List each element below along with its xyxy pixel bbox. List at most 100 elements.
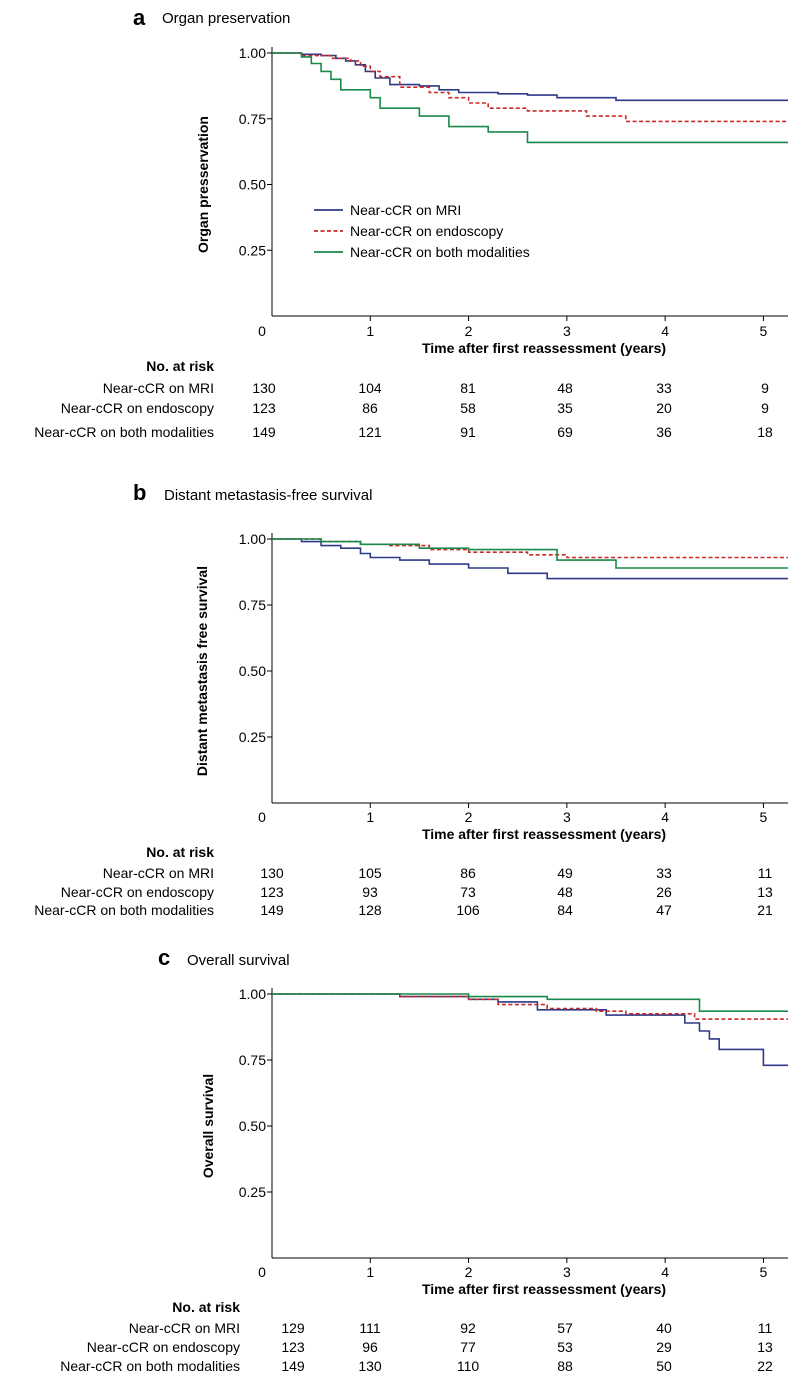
- risk-value: 111: [359, 1320, 380, 1336]
- km-curve-near-ccr-on-both-modalities: [272, 53, 788, 142]
- risk-row-label: Near-cCR on MRI: [103, 865, 214, 881]
- risk-row-label: Near-cCR on both modalities: [34, 424, 214, 440]
- x-tick-label: 2: [465, 809, 473, 825]
- y-axis-title: Organ presservation: [195, 116, 211, 253]
- risk-value: 18: [757, 424, 773, 440]
- y-tick-label: 0.75: [239, 111, 266, 127]
- risk-value: 149: [252, 424, 276, 440]
- risk-value: 49: [557, 865, 573, 881]
- risk-row-label: Near-cCR on endoscopy: [87, 1339, 240, 1355]
- x-tick-label: 3: [563, 809, 571, 825]
- y-tick-label: 0.75: [239, 597, 266, 613]
- risk-value: 33: [656, 380, 672, 396]
- risk-value: 149: [281, 1358, 305, 1374]
- panel-title-a: Organ preservation: [162, 10, 290, 27]
- risk-value: 84: [557, 902, 573, 918]
- risk-row-label: Near-cCR on MRI: [129, 1320, 240, 1336]
- risk-value: 9: [761, 400, 769, 416]
- risk-value: 29: [656, 1339, 672, 1355]
- risk-row-label: Near-cCR on both modalities: [60, 1358, 240, 1374]
- risk-value: 128: [358, 902, 382, 918]
- x-tick-label: 1: [366, 323, 374, 339]
- risk-value: 22: [757, 1358, 773, 1374]
- x-tick-label: 4: [661, 809, 669, 825]
- risk-value: 11: [758, 865, 773, 881]
- risk-value: 92: [460, 1320, 476, 1336]
- risk-value: 35: [557, 400, 573, 416]
- risk-value: 36: [656, 424, 672, 440]
- risk-row-label: Near-cCR on endoscopy: [61, 884, 214, 900]
- risk-value: 123: [281, 1339, 305, 1355]
- legend-entry: Near-cCR on both modalities: [350, 244, 530, 260]
- risk-value: 129: [281, 1320, 305, 1336]
- risk-value: 86: [460, 865, 476, 881]
- risk-value: 77: [460, 1339, 476, 1355]
- y-tick-label: 0.50: [239, 663, 266, 679]
- risk-value: 9: [761, 380, 769, 396]
- x-tick-label: 5: [760, 323, 768, 339]
- y-tick-label: 0.25: [239, 729, 266, 745]
- risk-value: 48: [557, 884, 573, 900]
- risk-value: 58: [460, 400, 476, 416]
- x-tick-label: 3: [563, 323, 571, 339]
- km-curve-near-ccr-on-endoscopy: [272, 53, 788, 121]
- km-curve-near-ccr-on-endoscopy: [272, 994, 788, 1019]
- panel-letter-a: a: [133, 5, 146, 30]
- y-tick-label: 0.50: [239, 1118, 266, 1134]
- risk-table-header: No. at risk: [146, 844, 214, 860]
- km-curve-near-ccr-on-mri: [272, 53, 788, 100]
- x-tick-label: 1: [366, 1264, 374, 1280]
- y-tick-label: 1.00: [239, 986, 266, 1002]
- risk-value: 149: [260, 902, 284, 918]
- risk-value: 33: [656, 865, 672, 881]
- risk-value: 130: [260, 865, 284, 881]
- x-tick-label: 1: [366, 809, 374, 825]
- y-tick-label: 1.00: [239, 531, 266, 547]
- risk-table-header: No. at risk: [172, 1299, 240, 1315]
- risk-value: 96: [362, 1339, 378, 1355]
- x-axis-title: Time after first reassessment (years): [422, 1281, 666, 1297]
- risk-value: 123: [252, 400, 276, 416]
- risk-value: 130: [358, 1358, 382, 1374]
- risk-value: 104: [358, 380, 382, 396]
- risk-value: 123: [260, 884, 284, 900]
- y-tick-label: 0.25: [239, 1184, 266, 1200]
- legend-entry: Near-cCR on endoscopy: [350, 223, 503, 239]
- risk-value: 48: [557, 380, 573, 396]
- y-tick-label: 1.00: [239, 45, 266, 61]
- risk-row-label: Near-cCR on MRI: [103, 380, 214, 396]
- y-axis-title: Distant metastasis free survival: [194, 566, 210, 776]
- risk-value: 11: [758, 1320, 773, 1336]
- risk-value: 57: [557, 1320, 573, 1336]
- panel-letter-c: c: [158, 945, 170, 970]
- x-tick-label: 5: [760, 1264, 768, 1280]
- risk-value: 50: [656, 1358, 672, 1374]
- risk-table-header: No. at risk: [146, 358, 214, 374]
- x-tick-label: 0: [258, 809, 266, 825]
- risk-row-label: Near-cCR on endoscopy: [61, 400, 214, 416]
- x-tick-label: 4: [661, 1264, 669, 1280]
- risk-row-label: Near-cCR on both modalities: [34, 902, 214, 918]
- y-tick-label: 0.25: [239, 242, 266, 258]
- km-figure: a Organ preservation1.000.750.500.250 1 2 3 4…: [0, 0, 788, 1374]
- risk-value: 93: [362, 884, 378, 900]
- risk-value: 73: [460, 884, 476, 900]
- x-tick-label: 2: [465, 323, 473, 339]
- risk-value: 21: [757, 902, 773, 918]
- risk-value: 110: [457, 1358, 480, 1374]
- risk-value: 105: [358, 865, 382, 881]
- x-tick-label: 0: [258, 323, 266, 339]
- risk-value: 81: [460, 380, 476, 396]
- risk-value: 47: [656, 902, 672, 918]
- panel-title-b: Distant metastasis-free survival: [164, 487, 372, 504]
- x-tick-label: 3: [563, 1264, 571, 1280]
- y-axis-title: Overall survival: [200, 1074, 216, 1178]
- risk-value: 130: [252, 380, 276, 396]
- risk-value: 121: [358, 424, 382, 440]
- risk-value: 26: [656, 884, 672, 900]
- km-curve-near-ccr-on-both-modalities: [272, 539, 788, 568]
- risk-value: 13: [757, 884, 773, 900]
- legend-entry: Near-cCR on MRI: [350, 202, 461, 218]
- risk-value: 20: [656, 400, 672, 416]
- risk-value: 69: [557, 424, 573, 440]
